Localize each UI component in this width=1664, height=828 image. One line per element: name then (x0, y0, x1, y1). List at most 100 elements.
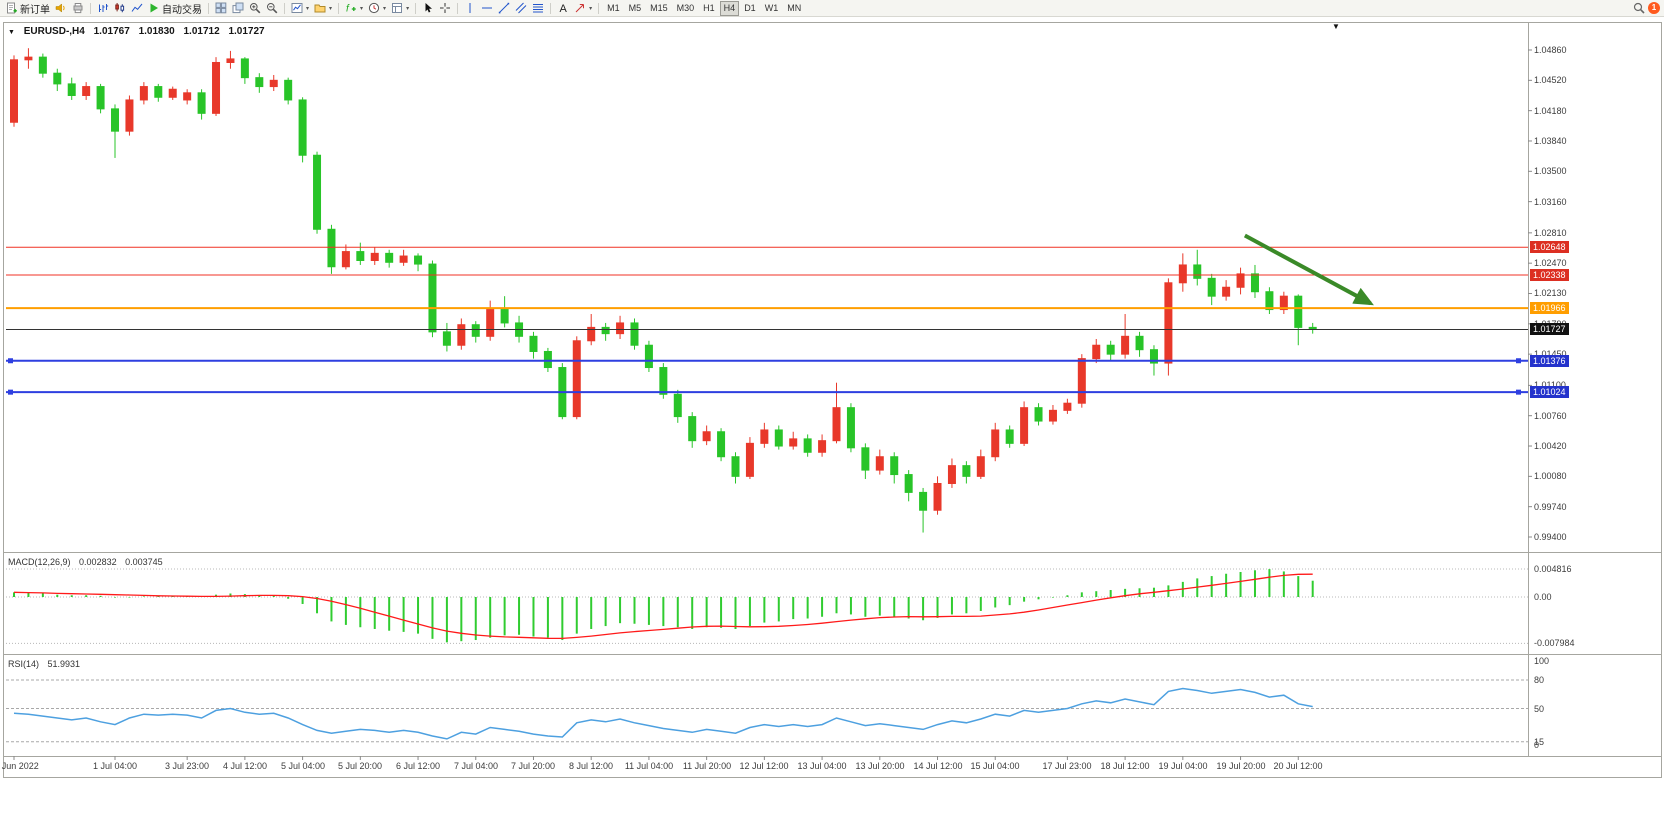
price-axis-line[interactable] (1528, 22, 1529, 756)
toolbar-separator (598, 2, 600, 14)
templates-icon (391, 2, 403, 14)
trend-arrow[interactable] (1243, 233, 1374, 306)
vertical-line-icon (464, 2, 476, 14)
search-icon (1633, 2, 1645, 14)
collapse-icon[interactable]: ▼ (8, 29, 15, 36)
horizontal-line-icon (481, 2, 493, 14)
fibonacci-icon (532, 2, 544, 14)
macd-label: MACD(12,26,9) 0.002832 0.003745 (8, 557, 169, 567)
cascade-windows-icon (232, 2, 244, 14)
text-button[interactable]: A (555, 1, 571, 15)
rsi-panel (6, 679, 1528, 743)
timeframe-m1[interactable]: M1 (607, 2, 620, 13)
channel-button[interactable] (513, 1, 529, 15)
chevron-down-icon: ▾ (329, 5, 333, 12)
scroll-end-marker[interactable]: ▼ (1332, 22, 1340, 31)
timeframe-m5[interactable]: M5 (628, 2, 642, 13)
toolbar-separator (550, 2, 552, 14)
periods-button[interactable]: ▾ (366, 1, 388, 15)
arrows-icon (574, 2, 586, 14)
timeframe-m15[interactable]: M15 (650, 2, 668, 13)
crosshair-button[interactable] (437, 1, 453, 15)
search-button[interactable] (1631, 1, 1647, 15)
high-value: 1.01830 (138, 26, 175, 37)
auto-trading-icon (148, 2, 160, 14)
hline-handle[interactable] (8, 358, 13, 364)
cascade-windows-button[interactable] (230, 1, 246, 15)
horizontal-line-button[interactable] (479, 1, 495, 15)
new-order-button[interactable]: 新订单 (4, 1, 52, 16)
vertical-line-button[interactable] (462, 1, 478, 15)
print-button[interactable] (70, 1, 86, 15)
toolbar-separator (208, 2, 209, 14)
low-value: 1.01712 (183, 26, 220, 37)
hline-handle[interactable] (8, 389, 13, 395)
auto-trading-button[interactable]: 自动交易 (146, 1, 204, 16)
symbol-period: EURUSD-,H4 (23, 26, 85, 37)
chart-candles-button[interactable] (112, 1, 128, 15)
axis-ticks (13, 49, 1532, 760)
panel-separator-macd[interactable] (3, 552, 1661, 553)
periods-icon (368, 2, 380, 14)
cursor-icon (422, 2, 434, 14)
print-icon (72, 2, 84, 14)
rsi-value: 51.9931 (47, 659, 81, 669)
hline-handle[interactable] (1516, 358, 1521, 364)
chart-bars-icon (97, 2, 109, 14)
crosshair-icon (439, 2, 451, 14)
new-order-icon (6, 2, 18, 14)
timeframe-m30[interactable]: M30 (676, 2, 695, 13)
timeframe-mn[interactable]: MN (787, 2, 802, 13)
profiles-icon (314, 2, 326, 14)
tile-windows-button[interactable] (213, 1, 229, 15)
chart-line-icon (131, 2, 143, 14)
horizontal-line-objects[interactable] (6, 246, 1528, 395)
chart-candles-icon (114, 2, 126, 14)
panel-separator-timeaxis[interactable] (3, 756, 1661, 757)
panel-separator-rsi[interactable] (3, 654, 1661, 655)
zoom-out-icon (266, 2, 278, 14)
timeframe-d1[interactable]: D1 (744, 2, 756, 13)
indicators-icon: f (345, 2, 357, 14)
toolbar-separator (415, 2, 417, 14)
zoom-in-icon (249, 2, 261, 14)
toolbar-separator (457, 2, 459, 14)
zoom-in-button[interactable] (247, 1, 263, 15)
cursor-button[interactable] (420, 1, 436, 15)
indicators-button[interactable]: f ▾ (343, 1, 365, 15)
close-value: 1.01727 (228, 26, 265, 37)
new-chart-icon (291, 2, 303, 14)
macd-signal: 0.003745 (125, 557, 163, 567)
notification-badge[interactable]: 1 (1648, 2, 1660, 14)
chart-bars-button[interactable] (95, 1, 111, 15)
chevron-down-icon: ▾ (383, 5, 387, 12)
svg-text:f: f (346, 4, 350, 15)
new-chart-button[interactable]: ▾ (289, 1, 311, 15)
zoom-out-button[interactable] (264, 1, 280, 15)
auto-trading-button-label: 自动交易 (162, 4, 202, 16)
tile-windows-icon (215, 2, 227, 14)
timeframe-h4[interactable]: H4 (719, 0, 740, 16)
profiles-button[interactable]: ▾ (312, 1, 334, 15)
rsi-label: RSI(14) 51.9931 (8, 659, 86, 669)
main-toolbar: 新订单 自动交易 ▾ ▾ f ▾ ▾ ▾ A ▾ M1 M5 M15 M30 H1 H4 D1 W1 MN 1 (0, 0, 1664, 17)
toolbar-separator (90, 2, 91, 14)
macd-signal-line (13, 573, 1313, 640)
svg-text:A: A (560, 3, 568, 14)
rsi-line (13, 687, 1313, 740)
trendline-icon (498, 2, 510, 14)
hline-handle[interactable] (1516, 389, 1521, 395)
fibonacci-button[interactable] (530, 1, 546, 15)
templates-button[interactable]: ▾ (389, 1, 411, 15)
chevron-down-icon: ▾ (589, 5, 593, 12)
open-value: 1.01767 (93, 26, 130, 37)
sound-icon (55, 2, 67, 14)
timeframe-w1[interactable]: W1 (764, 2, 779, 13)
arrows-button[interactable]: ▾ (572, 1, 594, 15)
sound-button[interactable] (53, 1, 69, 15)
trendline-button[interactable] (496, 1, 512, 15)
timeframe-h1[interactable]: H1 (703, 2, 715, 13)
chart-line-button[interactable] (129, 1, 145, 15)
